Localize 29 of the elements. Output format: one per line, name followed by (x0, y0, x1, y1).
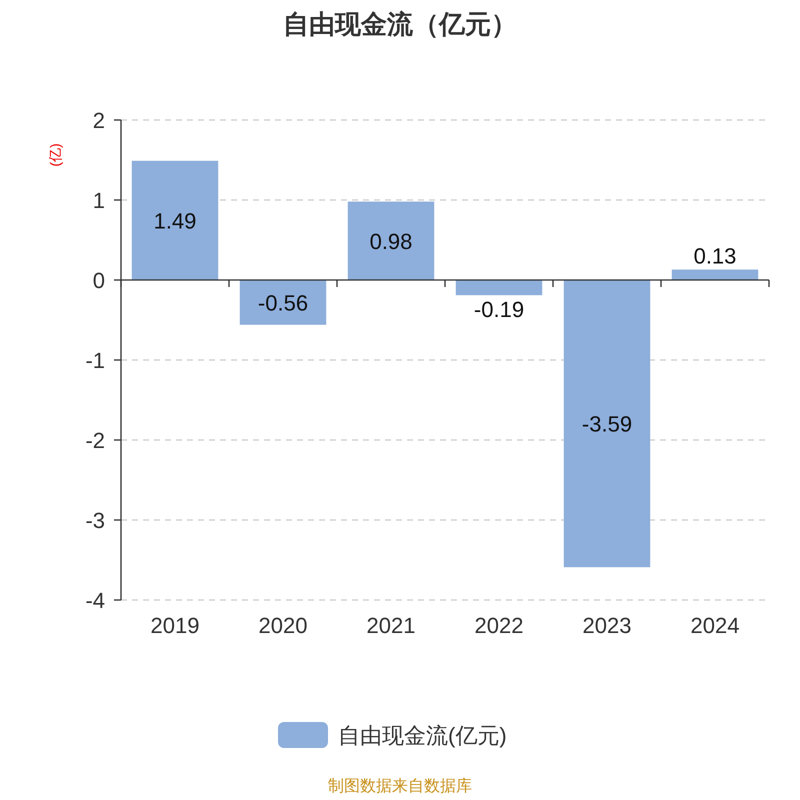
y-tick-label: 2 (92, 108, 105, 133)
x-tick-label: 2023 (582, 613, 632, 638)
x-tick-label: 2019 (150, 613, 200, 638)
bar (672, 270, 758, 280)
x-tick-label: 2022 (474, 613, 524, 638)
bar (240, 280, 326, 325)
x-tick-label: 2020 (258, 613, 308, 638)
bar (564, 280, 650, 568)
bar (456, 280, 542, 296)
text: 制图数据来自数据库 (328, 777, 472, 795)
data-label: -0.19 (474, 297, 524, 322)
data-label: -0.56 (258, 290, 308, 316)
y-tick-label: -1 (85, 348, 105, 373)
y-tick-label: -4 (85, 588, 105, 613)
y-tick-label: 1 (92, 188, 105, 213)
y-axis-title: (亿) (47, 143, 63, 167)
y-tick-label: 0 (92, 268, 105, 293)
y-tick-label: -2 (85, 428, 105, 453)
chart-title: 自由现金流（亿元） (283, 9, 517, 39)
bar (132, 160, 218, 280)
data-label: 1.49 (154, 208, 196, 234)
data-label: -3.59 (582, 412, 632, 437)
bar (348, 202, 434, 280)
x-tick-label: 2024 (690, 613, 740, 638)
data-label: 0.13 (694, 244, 736, 269)
data-label: 0.98 (370, 228, 412, 254)
y-tick-label: -3 (85, 508, 105, 533)
legend-label: 自由现金流(亿元) (338, 723, 507, 748)
x-tick-label: 2021 (366, 613, 416, 638)
